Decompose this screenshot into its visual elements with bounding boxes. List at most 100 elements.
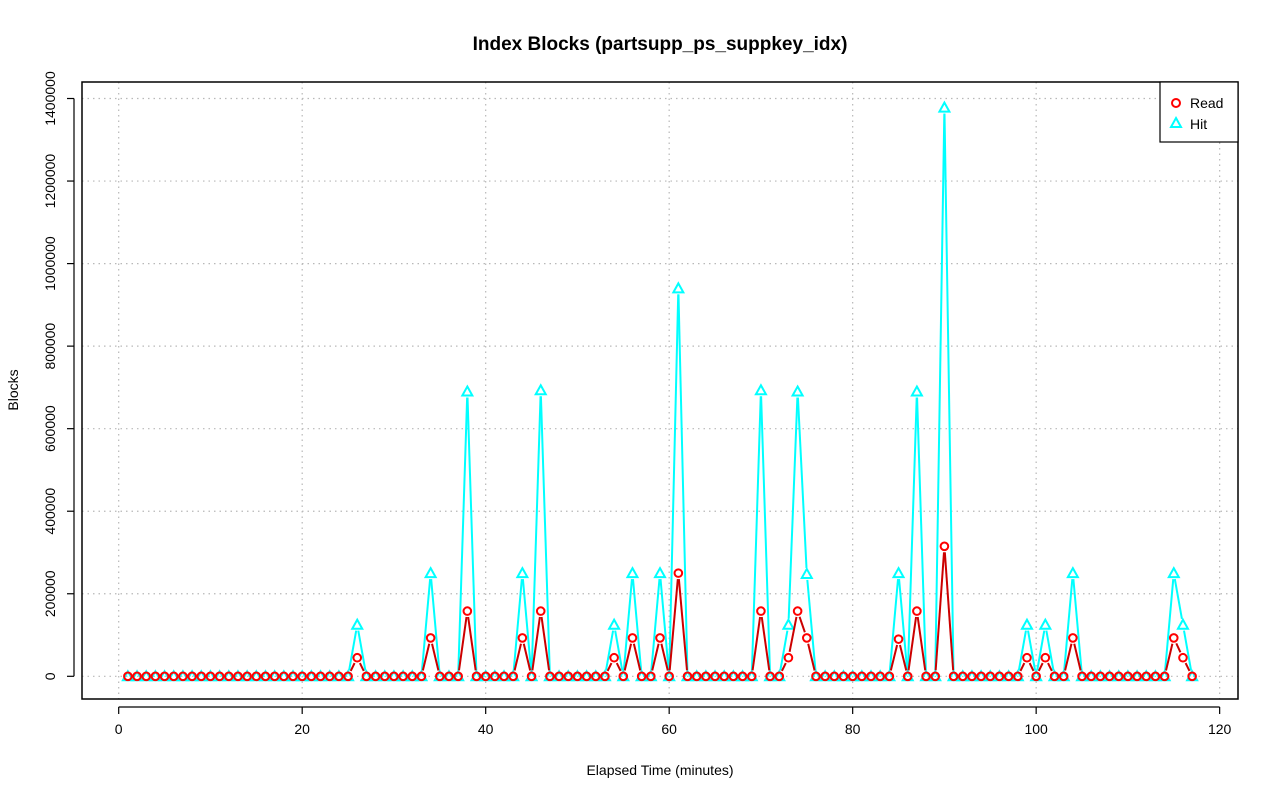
read-line-segment — [1037, 662, 1044, 672]
hit-line-segment — [457, 397, 469, 671]
read-line-segment — [513, 643, 522, 671]
read-point — [783, 652, 794, 663]
hit-line-segment — [806, 579, 817, 671]
read-line-segment — [540, 616, 551, 671]
read-line-segment — [467, 616, 477, 671]
read-point — [1123, 671, 1133, 682]
hit-line-segment — [1045, 630, 1055, 671]
y-tick-label: 800000 — [42, 323, 58, 370]
read-point — [398, 671, 408, 682]
y-tick-label: 1400000 — [42, 71, 58, 126]
read-point — [866, 671, 876, 682]
read-line-segment — [606, 662, 613, 672]
read-line-segment — [660, 643, 669, 671]
read-point — [948, 671, 959, 682]
hit-line-segment — [1036, 630, 1046, 671]
hit-point — [1066, 566, 1080, 579]
read-point — [407, 671, 418, 682]
x-tick-label: 100 — [1024, 721, 1048, 737]
x-tick-label: 0 — [115, 721, 123, 737]
read-point — [572, 671, 583, 682]
read-point — [1150, 671, 1161, 682]
hit-line-segment — [916, 397, 927, 671]
read-point — [260, 671, 271, 682]
read-point — [994, 671, 1005, 682]
hit-point — [781, 617, 796, 630]
read-point — [150, 671, 161, 682]
x-axis-label: Elapsed Time (minutes) — [586, 762, 733, 778]
legend-hit-marker — [1169, 115, 1183, 128]
hit-line-segment — [512, 579, 523, 671]
read-point — [609, 652, 619, 663]
read-point — [1113, 671, 1124, 682]
read-point — [535, 606, 546, 616]
read-point — [1187, 671, 1197, 682]
hit-point — [1038, 617, 1053, 630]
hit-line-segment — [668, 294, 680, 671]
hit-line-segment — [650, 579, 661, 671]
hit-point — [625, 566, 640, 579]
read-point — [196, 671, 207, 682]
read-line-segment — [907, 616, 918, 671]
read-point — [1058, 671, 1069, 682]
read-line-segment — [788, 616, 798, 653]
read-line-segment — [943, 552, 955, 671]
x-axis: 0 20 40 60 80 100 120 — [115, 706, 1232, 737]
read-line-segment — [623, 643, 633, 671]
read-point — [1040, 652, 1051, 663]
hit-line-segment — [906, 397, 918, 671]
read-line-segment — [916, 616, 927, 671]
read-point — [829, 671, 840, 682]
read-point — [168, 671, 179, 682]
hit-line-segment — [677, 294, 689, 671]
hit-point — [1020, 617, 1034, 630]
read-point — [792, 606, 803, 616]
read-line-segment — [1047, 662, 1053, 672]
read-point — [1086, 671, 1097, 682]
y-tick-label: 1000000 — [42, 236, 58, 291]
read-point — [462, 606, 473, 616]
read-point — [1031, 671, 1041, 682]
hit-line-segment — [466, 397, 478, 671]
read-point — [875, 671, 885, 682]
read-point — [655, 633, 665, 643]
read-point — [930, 671, 941, 682]
hit-point — [754, 383, 768, 396]
hit-line-segment — [898, 579, 909, 671]
read-point — [1095, 671, 1106, 682]
read-point — [902, 671, 913, 682]
grid-lines — [82, 82, 1238, 699]
hit-line-segment — [348, 630, 358, 671]
read-point — [985, 671, 996, 682]
read-point — [214, 671, 225, 682]
hit-line-segment — [760, 396, 771, 671]
read-point — [737, 671, 748, 682]
read-line-segment — [1175, 642, 1182, 653]
read-point — [352, 652, 363, 663]
read-point — [517, 633, 528, 643]
hit-point — [534, 383, 548, 396]
read-point — [884, 671, 895, 682]
x-tick-label: 20 — [294, 721, 310, 737]
read-point — [545, 671, 555, 682]
read-line-segment — [522, 643, 532, 671]
hit-point — [891, 566, 906, 579]
read-point — [279, 671, 289, 682]
hit-line-segment — [420, 579, 432, 671]
hit-point — [910, 384, 924, 397]
read-point — [600, 671, 610, 682]
read-point — [912, 606, 922, 616]
hit-point — [1167, 566, 1181, 579]
read-line-segment — [1019, 662, 1026, 672]
hit-line-segment — [539, 396, 551, 671]
hit-line-segment — [430, 579, 441, 671]
read-line-segment — [1028, 662, 1035, 672]
read-point — [178, 671, 188, 682]
read-point — [389, 671, 399, 682]
series-read — [123, 541, 1197, 682]
read-point — [288, 671, 298, 682]
read-line-segment — [677, 579, 688, 671]
read-point — [838, 671, 849, 682]
read-point — [554, 671, 564, 682]
legend-box — [1159, 81, 1239, 143]
